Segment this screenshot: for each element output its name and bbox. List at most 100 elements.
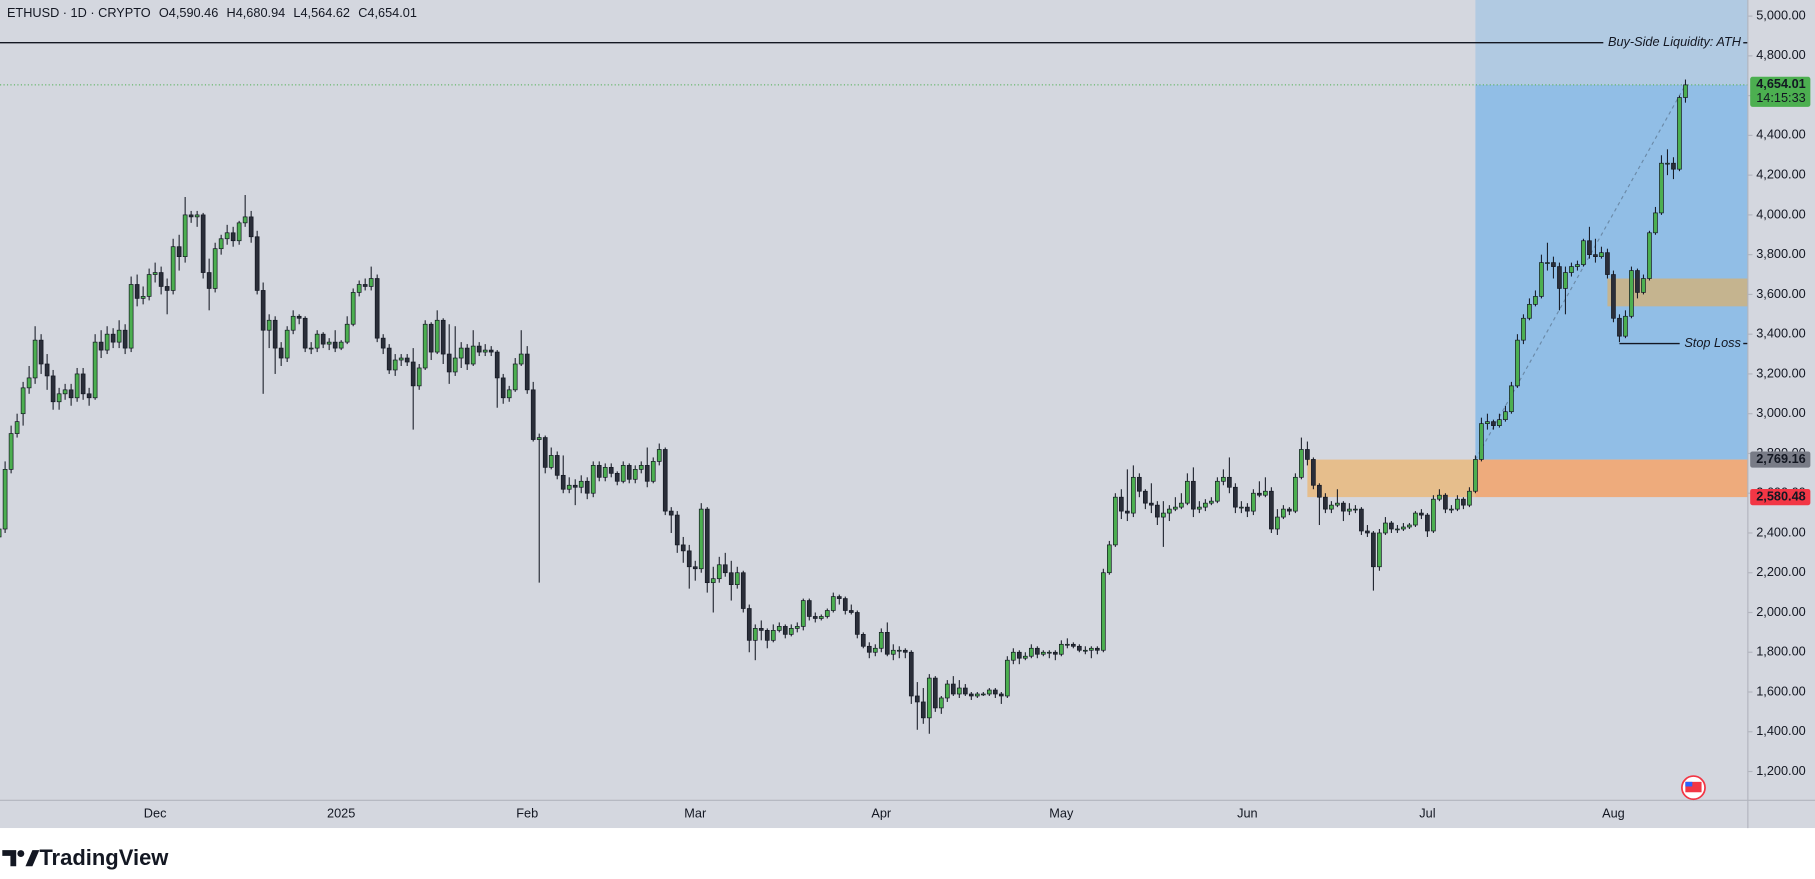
candle-body-up: [818, 616, 824, 619]
candle-body-down: [806, 600, 812, 617]
zone: [1475, 459, 1748, 498]
logo-slash: [25, 850, 40, 867]
candle-body-up: [170, 246, 176, 291]
x-tick-label: May: [1049, 806, 1074, 821]
candle-body-down: [200, 214, 206, 273]
candle-body-up: [1479, 423, 1484, 460]
candle-body-down: [500, 377, 506, 399]
candle-body-up: [350, 292, 356, 325]
candle-body-down: [134, 284, 140, 299]
candle-body-up: [1401, 526, 1406, 530]
candle-body-up: [290, 315, 296, 331]
candle-body-up: [1653, 212, 1658, 234]
candle-body-up: [224, 232, 230, 240]
candle-body-down: [248, 216, 254, 238]
candle-body-up: [638, 465, 644, 470]
candle-body-up: [1575, 264, 1580, 267]
candle-body-up: [1113, 496, 1118, 546]
candle-body-down: [296, 315, 302, 319]
candle-body-down: [374, 278, 380, 339]
candle-body-down: [884, 632, 890, 655]
candle-body-down: [530, 389, 536, 440]
candle-body-down: [1143, 490, 1148, 504]
candle-body-down: [908, 651, 914, 697]
candle-body-down: [404, 357, 410, 363]
candle-body-down: [1419, 512, 1424, 516]
candle-body-up: [590, 465, 596, 494]
y-tick-label: 1,800.00: [1756, 644, 1806, 659]
zone: [1607, 278, 1748, 307]
candle-body-up: [482, 349, 488, 353]
candle-body-up: [398, 357, 404, 361]
candle-body-up: [128, 284, 134, 349]
candle-body-down: [464, 347, 470, 365]
candle-body-up: [1004, 659, 1010, 697]
candle-body-up: [566, 484, 572, 490]
candle-body-up: [824, 610, 830, 617]
candle-body-down: [1635, 270, 1640, 293]
candle-body-down: [728, 572, 734, 586]
y-tick-label: 1,400.00: [1756, 723, 1806, 738]
candle-body-up: [1046, 651, 1052, 654]
price-badge: [1750, 488, 1811, 506]
candle-body-up: [1665, 162, 1670, 165]
countdown-label: 14:15:33: [1756, 90, 1806, 105]
candle-body-up: [182, 214, 188, 257]
candle-body-down: [860, 634, 866, 647]
candle-body-up: [1659, 162, 1664, 214]
y-tick-label: 2,400.00: [1756, 524, 1806, 539]
candle-body-up: [1623, 315, 1628, 337]
footer-background: [0, 828, 1815, 879]
candle-body-down: [50, 375, 56, 403]
candle-body-down: [206, 272, 212, 289]
flag-body: [1685, 781, 1702, 793]
candle-body-down: [1317, 484, 1322, 498]
candle-body-down: [740, 572, 746, 609]
candle-body-up: [944, 683, 950, 699]
candle-body-up: [710, 578, 716, 584]
candle-body-up: [284, 329, 290, 359]
candle-body-down: [80, 373, 86, 395]
candle-body-down: [692, 566, 698, 570]
candle-body-down: [1137, 476, 1142, 492]
candle-body-up: [770, 630, 776, 641]
candle-body-up: [1683, 84, 1688, 98]
candle-body-up: [986, 689, 992, 695]
candle-body-up: [716, 564, 722, 580]
candle-body-up: [1275, 516, 1280, 530]
candle-body-down: [1095, 647, 1100, 651]
candle-body-down: [1125, 510, 1130, 514]
candle-body-down: [1611, 274, 1616, 319]
candle-body-up: [1455, 498, 1460, 510]
candle-body-up: [1203, 502, 1208, 508]
candle-body-up: [470, 345, 476, 365]
candle-body-down: [476, 345, 482, 353]
candle-body-down: [686, 550, 692, 568]
candle-body-up: [458, 347, 464, 359]
candle-body-down: [746, 608, 752, 641]
candle-body-up: [1533, 296, 1538, 305]
y-tick-label: 1,200.00: [1756, 763, 1806, 778]
candle-body-up: [800, 600, 806, 627]
candle-body-up: [1677, 97, 1682, 170]
candle-body-up: [326, 341, 332, 345]
candle-body-up: [956, 687, 962, 695]
candle-body-up: [890, 649, 896, 655]
candle-body-up: [512, 363, 518, 391]
symbol-header: ETHUSD · 1D · CRYPTO O4,590.46 H4,680.94…: [7, 5, 417, 20]
y-tick-label: 4,200.00: [1756, 167, 1806, 182]
candle-body-up: [1185, 480, 1190, 504]
candle-body-up: [140, 296, 146, 299]
candle-body-down: [1359, 508, 1364, 532]
candle-body-down: [86, 393, 92, 399]
candle-body-up: [752, 628, 758, 641]
candle-body-down: [1461, 498, 1466, 506]
candle-body-up: [104, 333, 110, 351]
candle-body-up: [734, 572, 740, 586]
candle-body-up: [1467, 490, 1472, 506]
candle-body-up: [1209, 500, 1214, 504]
candle-body-up: [1395, 528, 1400, 531]
candle-body-up: [518, 353, 524, 365]
candle-body-down: [1671, 162, 1676, 170]
